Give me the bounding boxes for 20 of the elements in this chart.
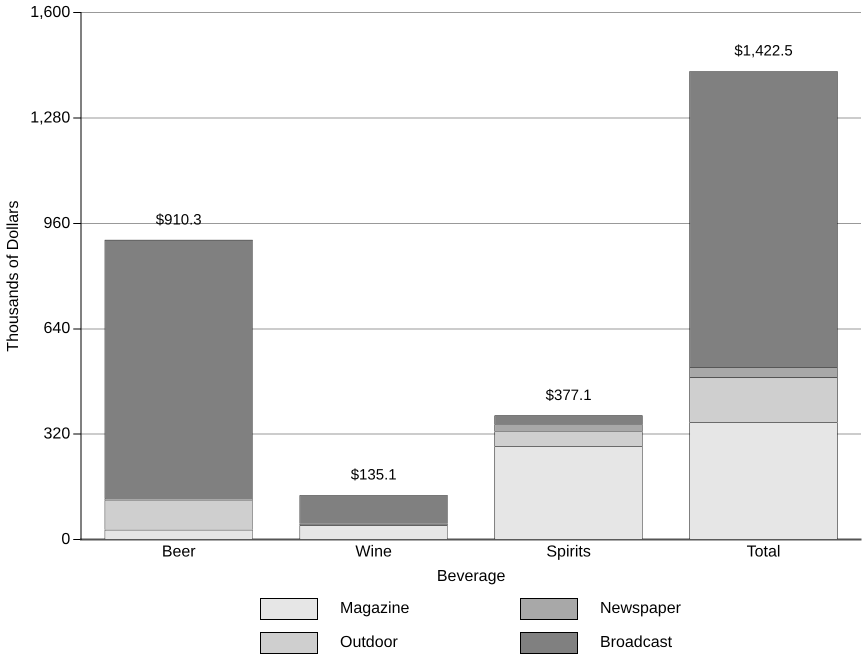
x-tick-label: Total <box>746 544 780 561</box>
x-axis-title: Beverage <box>436 568 506 585</box>
total-label: $910.3 <box>156 211 202 228</box>
total-label: $1,422.5 <box>734 42 793 60</box>
y-tick-label: 640 <box>44 320 70 338</box>
y-tick-label: 320 <box>44 426 70 443</box>
y-tick-label: 960 <box>44 214 70 232</box>
legend-label: Magazine <box>340 600 410 618</box>
y-tick-label: 1,280 <box>30 109 70 126</box>
x-tick-label: Beer <box>162 544 196 561</box>
legend-label: Outdoor <box>340 634 398 652</box>
x-tick-label: Spirits <box>546 544 591 561</box>
y-tick-label: 0 <box>61 531 70 548</box>
legend-label: Broadcast <box>600 634 672 652</box>
legend-label: Newspaper <box>600 600 681 618</box>
total-label: $377.1 <box>546 387 592 404</box>
y-axis-title: Thousands of Dollars <box>5 200 22 352</box>
y-tick-label: 1,600 <box>30 4 70 22</box>
total-label: $135.1 <box>350 466 397 484</box>
x-tick-label: Wine <box>355 544 392 561</box>
